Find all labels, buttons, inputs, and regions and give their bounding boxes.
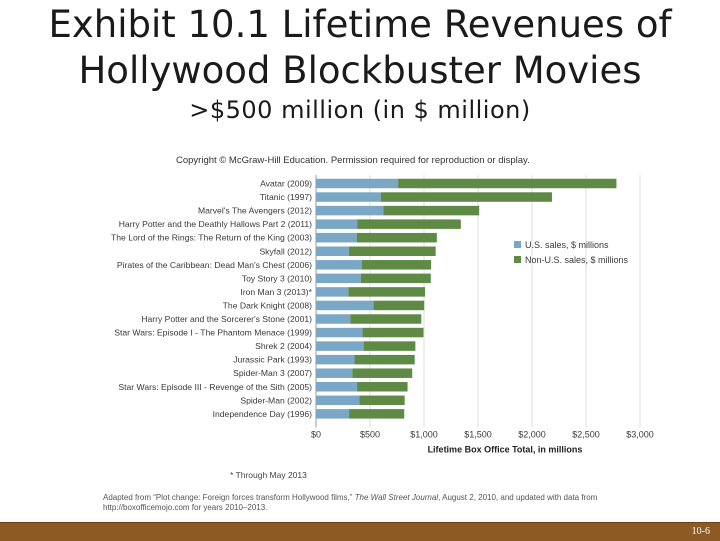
bar-us-sales — [316, 409, 350, 419]
bar-non-us-sales — [362, 327, 424, 338]
category-label: Star Wars: Episode I - The Phantom Menac… — [114, 328, 312, 338]
bar-non-us-sales — [349, 409, 405, 419]
slide-title: Exhibit 10.1 Lifetime Revenues of Hollyw… — [0, 2, 720, 94]
source-prefix: Adapted from “Plot change: Foreign force… — [103, 493, 355, 502]
legend-swatch — [514, 256, 521, 263]
x-axis: $0 $500 $1,000 $1,500 $2,000 $2,500 $3,000 — [311, 429, 654, 439]
legend-label: Non-U.S. sales, $ millions — [525, 255, 629, 265]
bar-non-us-sales — [348, 246, 436, 256]
bar-non-us-sales — [361, 260, 432, 270]
bar-non-us-sales — [360, 273, 431, 284]
x-tick-label: $3,000 — [626, 429, 654, 439]
bar-us-sales — [316, 192, 381, 202]
bar-us-sales — [316, 382, 358, 392]
bar-us-sales — [316, 273, 361, 284]
bar-us-sales — [316, 205, 384, 216]
category-label: Skyfall (2012) — [259, 246, 312, 256]
legend-label: U.S. sales, $ millions — [525, 240, 609, 250]
source-suffix: , August 2, 2010, and updated with data … — [103, 493, 598, 512]
bar-us-sales — [316, 327, 363, 338]
title-line-1: Exhibit 10.1 Lifetime Revenues of — [48, 3, 672, 46]
bar-us-sales — [316, 219, 358, 229]
category-label: Harry Potter and the Sorcerer's Stone (2… — [141, 314, 312, 324]
bar-non-us-sales — [352, 368, 413, 378]
bar-non-us-sales — [350, 314, 422, 324]
category-label: Star Wars: Episode III - Revenge of the … — [118, 382, 312, 392]
bar-non-us-sales — [380, 192, 552, 202]
category-label: Pirates of the Caribbean: Dead Man's Che… — [117, 260, 312, 270]
category-label: The Lord of the Rings: The Return of the… — [111, 233, 312, 243]
category-label: The Dark Knight (2008) — [223, 300, 312, 310]
x-tick-label: $2,500 — [572, 429, 600, 439]
x-tick-label: $2,000 — [518, 429, 546, 439]
x-tick-label: $0 — [311, 429, 321, 439]
bar-non-us-sales — [383, 205, 480, 216]
bar-non-us-sales — [356, 232, 437, 243]
chart-footnote: * Through May 2013 — [230, 470, 307, 480]
bar-chart: Avatar (2009) Titanic (1997) Marvel's The … — [111, 175, 654, 454]
category-label: Jurassic Park (1993) — [233, 355, 312, 365]
legend: U.S. sales, $ millions Non-U.S. sales, $ … — [514, 240, 629, 265]
bar-us-sales — [316, 314, 351, 324]
bar-us-sales — [316, 341, 364, 351]
x-tick-label: $1,000 — [410, 429, 438, 439]
page-number: 10-6 — [691, 526, 710, 537]
x-tick-label: $1,500 — [464, 429, 492, 439]
category-label: Spider-Man 3 (2007) — [233, 368, 312, 378]
category-label: Iron Man 3 (2013)* — [240, 287, 312, 297]
source-note: Adapted from “Plot change: Foreign force… — [103, 493, 663, 513]
bar-us-sales — [316, 178, 399, 189]
bar-us-sales — [316, 300, 374, 311]
bar-non-us-sales — [354, 354, 415, 365]
category-label: Toy Story 3 (2010) — [242, 273, 312, 283]
x-tick-label: $500 — [360, 429, 380, 439]
bar-non-us-sales — [373, 300, 425, 311]
bar-us-sales — [316, 246, 349, 256]
category-label: Independence Day (1996) — [213, 409, 313, 419]
bar-us-sales — [316, 354, 355, 365]
source-journal: The Wall Street Journal — [354, 493, 439, 502]
category-label: Avatar (2009) — [260, 179, 312, 189]
category-label: Spider-Man (2002) — [240, 395, 312, 405]
copyright-notice: Copyright © McGraw-Hill Education. Permi… — [176, 155, 530, 166]
bar-non-us-sales — [348, 287, 426, 297]
bar-non-us-sales — [398, 178, 617, 189]
legend-swatch — [514, 241, 521, 248]
bars — [316, 178, 617, 419]
bar-non-us-sales — [359, 395, 405, 406]
bar-us-sales — [316, 368, 353, 378]
bar-us-sales — [316, 395, 360, 406]
category-labels: Avatar (2009) Titanic (1997) Marvel's The … — [111, 179, 313, 419]
footer-bar: 10-6 — [0, 522, 720, 541]
bar-us-sales — [316, 287, 349, 297]
category-label: Harry Potter and the Deathly Hallows Par… — [119, 219, 312, 229]
bar-us-sales — [316, 232, 357, 243]
title-line-2: Hollywood Blockbuster Movies — [78, 49, 642, 92]
x-axis-title: Lifetime Box Office Total, in millions — [428, 444, 583, 454]
bar-us-sales — [316, 260, 362, 270]
category-label: Shrek 2 (2004) — [255, 341, 312, 351]
bar-non-us-sales — [363, 341, 416, 351]
category-label: Marvel's The Avengers (2012) — [198, 206, 312, 216]
bar-non-us-sales — [357, 382, 408, 392]
bar-non-us-sales — [357, 219, 461, 229]
slide-subtitle: >$500 million (in $ million) — [189, 96, 531, 124]
category-label: Titanic (1997) — [260, 192, 312, 202]
